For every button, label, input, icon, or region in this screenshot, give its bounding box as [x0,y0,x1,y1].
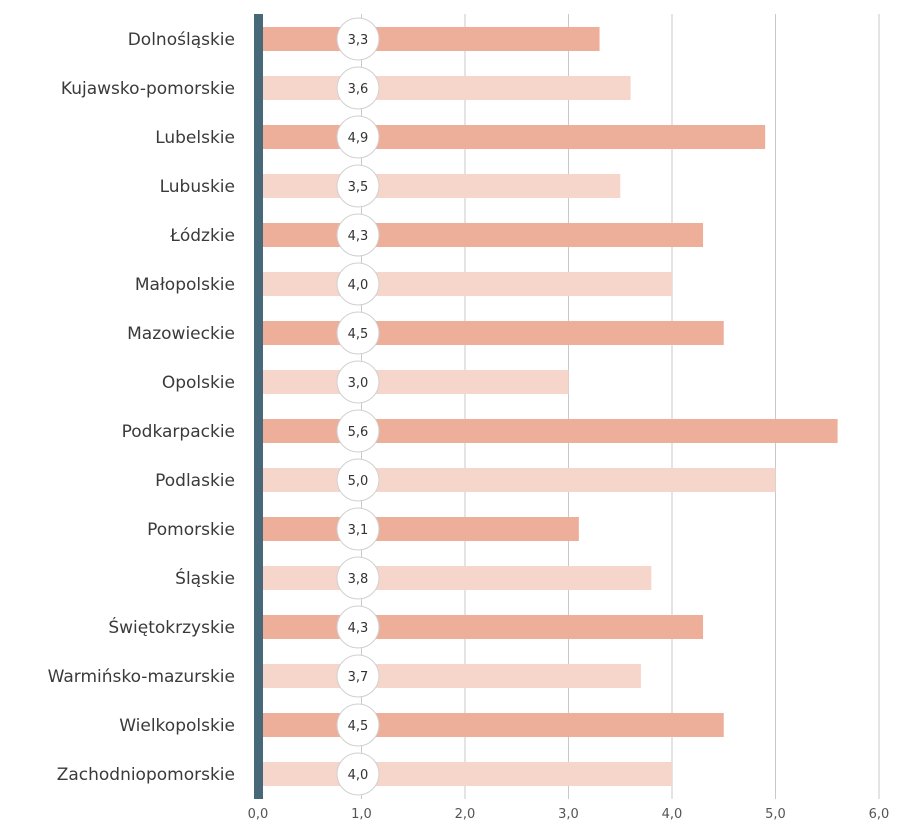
category-label: Świętokrzyskie [108,616,235,638]
bar [258,468,776,492]
value-bubble [336,556,380,600]
category-label: Podkarpackie [122,422,235,442]
bar [258,174,621,198]
value-label: 3,3 [348,33,369,48]
value-label: 3,5 [348,180,369,195]
value-labels: 3,3 3,6 4,9 3,5 4,3 4,0 4,5 3,0 5,6 5,0 3,1 3,8 4,3 3… [336,17,380,796]
bar [258,27,600,51]
value-bubble [336,409,380,453]
category-label: Łódzkie [169,226,235,246]
category-label: Małopolskie [135,275,235,295]
bar [258,223,704,247]
value-bubble [336,360,380,404]
bar [258,566,652,590]
category-label: Wielkopolskie [119,716,235,736]
bar [258,615,704,639]
value-label: 4,5 [348,719,369,734]
bar [258,762,672,786]
category-label: Kujawsko-pomorskie [61,79,235,99]
value-label: 4,5 [348,327,369,342]
bar [258,517,579,541]
value-label: 4,9 [348,131,369,146]
value-label: 4,3 [348,621,369,636]
value-bubble [336,654,380,698]
value-bubble [336,458,380,502]
category-label: Zachodniopomorskie [57,765,235,785]
y-axis-bar [254,14,263,799]
bar [258,76,631,100]
value-label: 4,0 [348,278,369,293]
value-bubble [336,507,380,551]
value-bubble [336,213,380,257]
value-bubble [336,703,380,747]
category-label: Dolnośląskie [128,30,235,50]
value-bubble [336,164,380,208]
bar [258,713,724,737]
value-label: 3,0 [348,376,369,391]
category-label: Opolskie [162,373,235,393]
category-labels: Dolnośląskie Kujawsko-pomorskie Lubelskie L… [48,30,235,785]
value-label: 4,3 [348,229,369,244]
category-label: Mazowieckie [127,324,235,344]
value-bubble [336,115,380,159]
value-bubble [336,311,380,355]
value-bubble [336,605,380,649]
x-tick-label: 6,0 [869,807,890,822]
value-bubble [336,17,380,61]
value-label: 5,0 [348,474,369,489]
value-label: 3,8 [348,572,369,587]
value-label: 3,7 [348,670,369,685]
value-label: 3,1 [348,523,369,538]
bar [258,664,641,688]
x-tick-label: 1,0 [351,807,372,822]
category-label: Śląskie [175,567,235,589]
value-label: 3,6 [348,82,369,97]
bar [258,321,724,345]
x-tick-label: 4,0 [662,807,683,822]
x-tick-label: 2,0 [455,807,476,822]
value-bubble [336,66,380,110]
bar [258,370,569,394]
category-label: Pomorskie [147,520,235,540]
x-tick-label: 3,0 [558,807,579,822]
category-label: Podlaskie [155,471,235,491]
value-label: 4,0 [348,768,369,783]
category-label: Warmińsko-mazurskie [48,667,235,687]
value-bubble [336,262,380,306]
bar [258,272,672,296]
x-tick-label: 5,0 [765,807,786,822]
value-label: 5,6 [348,425,369,440]
value-bubble [336,752,380,796]
x-axis-ticks: 0,0 1,0 2,0 3,0 4,0 5,0 6,0 [248,807,890,822]
bar [258,125,766,149]
category-label: Lubuskie [160,177,235,197]
category-label: Lubelskie [155,128,235,148]
x-tick-label: 0,0 [248,807,269,822]
